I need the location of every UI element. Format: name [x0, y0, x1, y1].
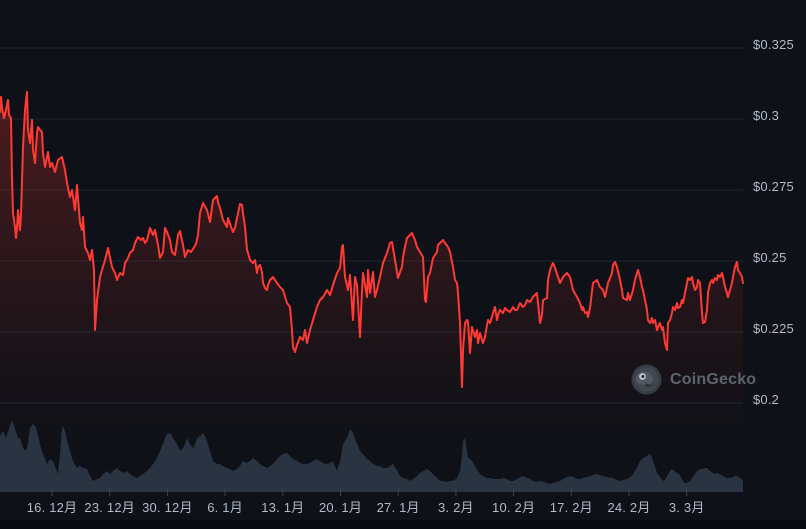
x-axis-label: 6. 1月: [207, 500, 243, 515]
y-axis-label: $0.3: [753, 108, 780, 123]
x-axis-label: 10. 2月: [492, 500, 536, 515]
x-axis-label: 23. 12月: [84, 500, 135, 515]
price-area-fill: [0, 92, 743, 490]
x-axis-label: 17. 2月: [549, 500, 593, 515]
x-axis-label: 3. 2月: [438, 500, 474, 515]
x-axis-label: 27. 1月: [376, 500, 420, 515]
x-axis-label: 20. 1月: [318, 500, 363, 515]
x-axis-label: 16. 12月: [26, 500, 78, 515]
y-axis-label: $0.225: [753, 321, 794, 336]
x-axis-label: 3. 3月: [668, 500, 705, 515]
y-axis-label: $0.25: [753, 250, 787, 265]
x-axis-label: 24. 2月: [607, 500, 651, 515]
y-axis-label: $0.2: [753, 392, 780, 407]
x-axis-label: 30. 12月: [142, 500, 193, 515]
x-axis-label: 13. 1月: [261, 500, 305, 515]
y-axis-label: $0.275: [753, 179, 794, 194]
price-line: [0, 91, 744, 388]
bottom-strip: [0, 520, 806, 529]
y-axis-label: $0.325: [753, 37, 794, 52]
volume-area: [0, 420, 743, 492]
